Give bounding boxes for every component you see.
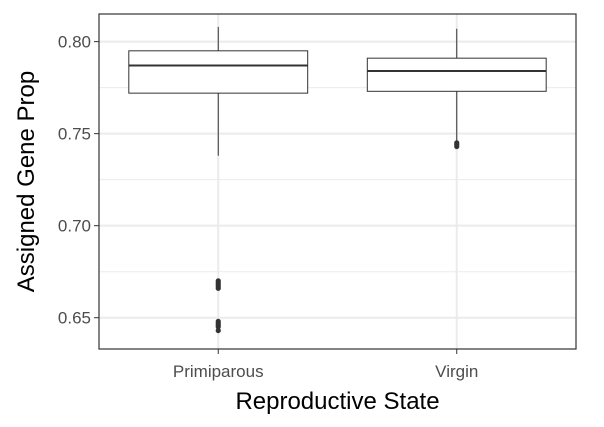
- box-virgin: [366, 28, 547, 150]
- outlier-point: [215, 285, 221, 291]
- x-axis-title: Reproductive State: [235, 388, 439, 415]
- x-tick-label: Primiparous: [173, 362, 264, 381]
- x-tick-label: Virgin: [435, 362, 478, 381]
- boxes: [128, 26, 547, 334]
- outlier-point: [215, 324, 221, 330]
- box-iqr: [366, 57, 547, 92]
- outlier-point: [454, 143, 460, 150]
- y-axis-title: Assigned Gene Prop: [13, 71, 40, 292]
- axes: 0.65 0.70 0.75 0.80 Primiparous Virgin: [58, 33, 478, 381]
- panel-border: [98, 13, 577, 350]
- y-tick-label: 0.70: [58, 217, 91, 236]
- box-iqr: [128, 50, 309, 94]
- box-primiparous: [128, 26, 309, 334]
- outlier-point: [215, 327, 221, 334]
- y-tick-label: 0.75: [58, 125, 91, 144]
- y-tick-label: 0.80: [58, 33, 91, 52]
- y-tick-label: 0.65: [58, 309, 91, 328]
